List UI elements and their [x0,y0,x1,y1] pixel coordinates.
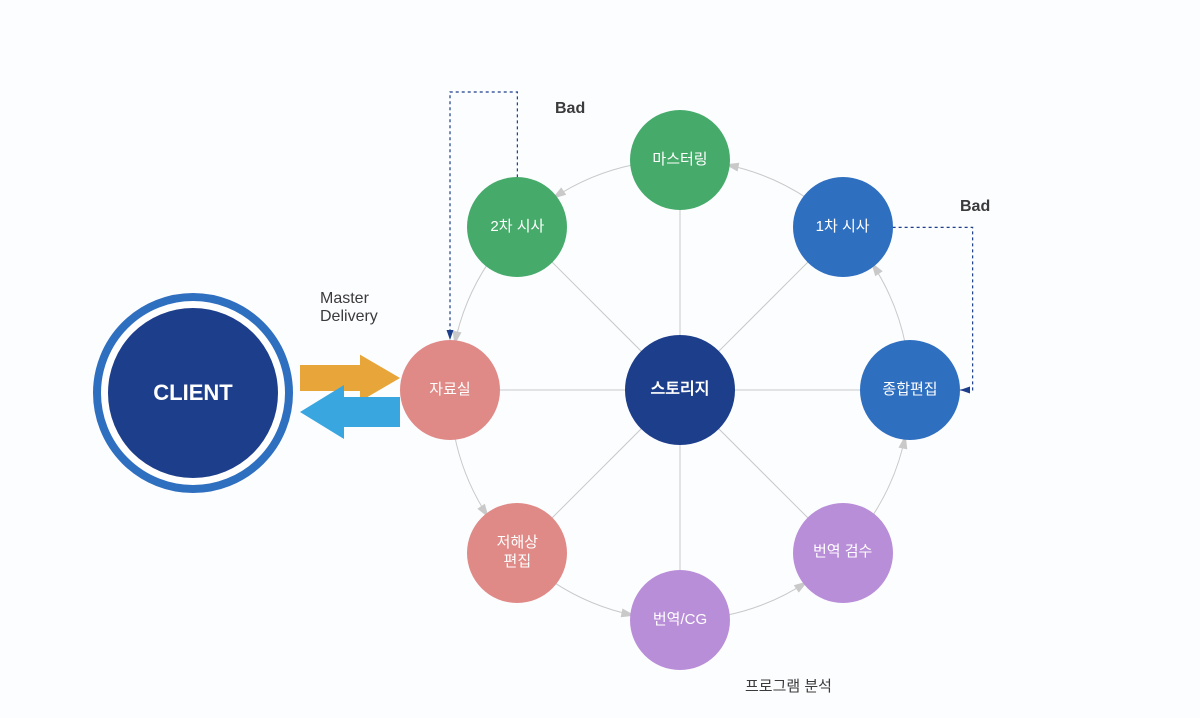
label-master-delivery: Master Delivery [320,290,378,326]
label-bad-left: Bad [555,100,585,118]
node-transrev: 번역 검수 [793,503,893,603]
node-archive: 자료실 [400,340,500,440]
client-node: CLIENT [93,293,293,493]
node-finaledit: 종합편집 [860,340,960,440]
label-program-analysis: 프로그램 분석 [745,675,832,696]
diagram-stage: 스토리지마스터링1차 시사종합편집번역 검수번역/CG저해상 편집자료실2차 시… [0,0,1200,718]
label-bad-right: Bad [960,198,990,216]
arrow-to-client [300,385,400,439]
node-preview1: 1차 시사 [793,177,893,277]
node-lowres: 저해상 편집 [467,503,567,603]
client-label: CLIENT [108,308,278,478]
node-transcg: 번역/CG [630,570,730,670]
node-center-storage: 스토리지 [625,335,735,445]
node-mastering: 마스터링 [630,110,730,210]
arrow-to-archive [300,355,400,402]
